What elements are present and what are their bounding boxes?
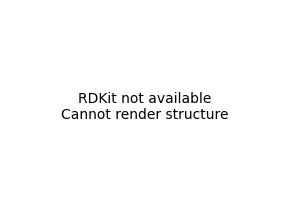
Text: RDKit not available
Cannot render structure: RDKit not available Cannot render struct… [61,92,229,122]
